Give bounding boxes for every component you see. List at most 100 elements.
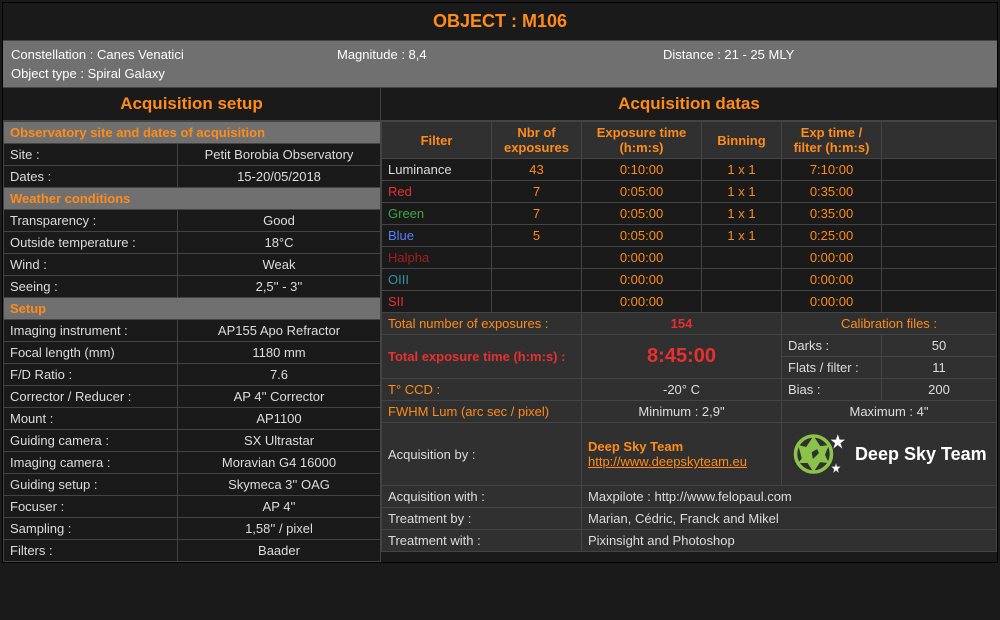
filter-name: Blue	[382, 225, 492, 247]
imgcam-value: Moravian G4 16000	[177, 452, 380, 474]
bias-label: Bias :	[782, 379, 882, 401]
fl-label: Focal length (mm)	[4, 342, 178, 364]
treatwith-value: Pixinsight and Photoshop	[582, 530, 997, 552]
filter-empty	[882, 269, 997, 291]
filter-nbr	[492, 291, 582, 313]
filter-row: Blue50:05:001 x 10:25:00	[382, 225, 997, 247]
filter-tot: 7:10:00	[782, 159, 882, 181]
h-nbr: Nbr of exposures	[492, 122, 582, 159]
fd-value: 7.6	[177, 364, 380, 386]
info-bar: Constellation : Canes Venatici Magnitude…	[3, 41, 997, 88]
samp-label: Sampling :	[4, 518, 178, 540]
filter-exp: 0:05:00	[582, 181, 702, 203]
filter-nbr	[492, 269, 582, 291]
guideset-label: Guiding setup :	[4, 474, 178, 496]
filter-name: SII	[382, 291, 492, 313]
totnbr-value: 154	[582, 313, 782, 335]
treatby-value: Marian, Cédric, Franck and Mikel	[582, 508, 997, 530]
wind-value: Weak	[177, 254, 380, 276]
filter-nbr: 5	[492, 225, 582, 247]
filter-exp: 0:10:00	[582, 159, 702, 181]
filter-tot: 0:25:00	[782, 225, 882, 247]
filter-empty	[882, 247, 997, 269]
flats-label: Flats / filter :	[782, 357, 882, 379]
filter-row: Red70:05:001 x 10:35:00	[382, 181, 997, 203]
fl-value: 1180 mm	[177, 342, 380, 364]
fwhm-label: FWHM Lum (arc sec / pixel)	[382, 401, 582, 423]
filter-name: Luminance	[382, 159, 492, 181]
treatwith-label: Treatment with :	[382, 530, 582, 552]
imgcam-label: Imaging camera :	[4, 452, 178, 474]
filt-label: Filters :	[4, 540, 178, 562]
tccd-label: T° CCD :	[382, 379, 582, 401]
darks-value: 50	[882, 335, 997, 357]
filter-bin: 1 x 1	[702, 225, 782, 247]
inst-value: AP155 Apo Refractor	[177, 320, 380, 342]
seeing-value: 2,5'' - 3''	[177, 276, 380, 298]
filter-name: Green	[382, 203, 492, 225]
foc-value: AP 4''	[177, 496, 380, 518]
calfiles-label: Calibration files :	[782, 313, 997, 335]
guidecam-value: SX Ultrastar	[177, 430, 380, 452]
filter-bin	[702, 247, 782, 269]
acqby-url[interactable]: http://www.deepskyteam.eu	[588, 454, 747, 469]
filter-exp: 0:00:00	[582, 247, 702, 269]
treatby-label: Treatment by :	[382, 508, 582, 530]
filter-bin: 1 x 1	[702, 203, 782, 225]
section-headers: Acquisition setup Acquisition datas	[3, 88, 997, 121]
filter-exp: 0:00:00	[582, 269, 702, 291]
filter-nbr: 7	[492, 203, 582, 225]
filter-name: Red	[382, 181, 492, 203]
transp-value: Good	[177, 210, 380, 232]
acqwith-label: Acquisition with :	[382, 486, 582, 508]
darks-label: Darks :	[782, 335, 882, 357]
filter-empty	[882, 225, 997, 247]
filter-row: Halpha0:00:000:00:00	[382, 247, 997, 269]
transp-label: Transparency :	[4, 210, 178, 232]
filter-row: Luminance430:10:001 x 17:10:00	[382, 159, 997, 181]
title-bar: OBJECT : M106	[3, 3, 997, 41]
weather-header: Weather conditions	[4, 188, 381, 210]
h-empty	[882, 122, 997, 159]
filter-nbr: 7	[492, 181, 582, 203]
dates-value: 15-20/05/2018	[177, 166, 380, 188]
filter-bin	[702, 269, 782, 291]
magnitude: Magnitude : 8,4	[337, 45, 663, 64]
fd-label: F/D Ratio :	[4, 364, 178, 386]
mount-value: AP1100	[177, 408, 380, 430]
filter-tot: 0:35:00	[782, 181, 882, 203]
filter-row: Green70:05:001 x 10:35:00	[382, 203, 997, 225]
acq-datas-header: Acquisition datas	[381, 88, 997, 120]
acqwith-value: Maxpilote : http://www.felopaul.com	[582, 486, 997, 508]
totexp-label: Total exposure time (h:m:s) :	[382, 335, 582, 379]
h-filter: Filter	[382, 122, 492, 159]
bias-value: 200	[882, 379, 997, 401]
temp-label: Outside temperature :	[4, 232, 178, 254]
filter-row: OIII0:00:000:00:00	[382, 269, 997, 291]
filter-empty	[882, 291, 997, 313]
filter-tot: 0:00:00	[782, 247, 882, 269]
h-bin: Binning	[702, 122, 782, 159]
samp-value: 1,58'' / pixel	[177, 518, 380, 540]
site-label: Site :	[4, 144, 178, 166]
inst-label: Imaging instrument :	[4, 320, 178, 342]
acq-setup-header: Acquisition setup	[3, 88, 381, 120]
object-type: Object type : Spiral Galaxy	[11, 64, 989, 83]
h-tot: Exp time / filter (h:m:s)	[782, 122, 882, 159]
filter-tot: 0:35:00	[782, 203, 882, 225]
filter-bin: 1 x 1	[702, 159, 782, 181]
filter-empty	[882, 181, 997, 203]
filter-exp: 0:05:00	[582, 203, 702, 225]
totnbr-label: Total number of exposures :	[382, 313, 582, 335]
filter-name: OIII	[382, 269, 492, 291]
constellation: Constellation : Canes Venatici	[11, 45, 337, 64]
filter-row: SII0:00:000:00:00	[382, 291, 997, 313]
setup-table: Observatory site and dates of acquisitio…	[3, 121, 381, 562]
right-column: Filter Nbr of exposures Exposure time (h…	[381, 121, 997, 562]
temp-value: 18°C	[177, 232, 380, 254]
setup-header: Setup	[4, 298, 381, 320]
object-title: OBJECT : M106	[433, 11, 567, 31]
filter-tot: 0:00:00	[782, 291, 882, 313]
distance: Distance : 21 - 25 MLY	[663, 45, 989, 64]
corr-value: AP 4'' Corrector	[177, 386, 380, 408]
